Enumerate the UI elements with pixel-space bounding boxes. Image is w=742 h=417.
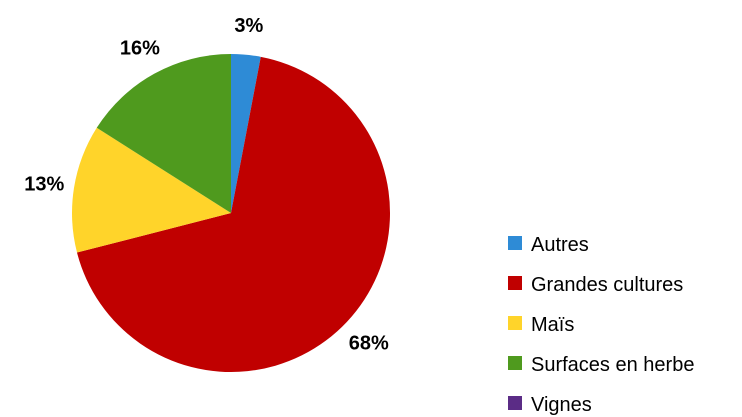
data-label-grandes-cultures: 68% [349, 332, 389, 354]
legend-label-vignes: Vignes [531, 394, 592, 416]
slice-labels: 3% 68% 13% 16% [24, 15, 389, 355]
legend-swatch-vignes [508, 396, 522, 410]
data-label-surfaces-en-herbe: 16% [120, 37, 160, 59]
legend-item-surfaces-en-herbe: Surfaces en herbe [508, 354, 694, 376]
legend-item-vignes: Vignes [508, 394, 592, 416]
legend-label-mais: Maïs [531, 314, 574, 336]
legend-label-autres: Autres [531, 234, 589, 256]
pie-slice-grandes-cultures [77, 56, 391, 373]
legend: Autres Grandes cultures Maïs Surfaces en he… [508, 234, 694, 416]
data-label-autres: 3% [234, 15, 263, 37]
data-label-mais: 13% [24, 173, 64, 195]
pie-slice-surfaces-en-herbe [96, 54, 231, 213]
pie-slice-mais [72, 127, 231, 253]
legend-label-grandes-cultures: Grandes cultures [531, 274, 683, 296]
legend-swatch-surfaces-en-herbe [508, 356, 522, 370]
legend-item-autres: Autres [508, 234, 589, 256]
pie-slice-autres [231, 54, 261, 213]
legend-item-grandes-cultures: Grandes cultures [508, 274, 683, 296]
legend-swatch-grandes-cultures [508, 276, 522, 290]
legend-swatch-mais [508, 316, 522, 330]
legend-label-surfaces-en-herbe: Surfaces en herbe [531, 354, 694, 376]
legend-swatch-autres [508, 236, 522, 250]
legend-item-mais: Maïs [508, 314, 574, 336]
pie-slices [72, 54, 391, 373]
